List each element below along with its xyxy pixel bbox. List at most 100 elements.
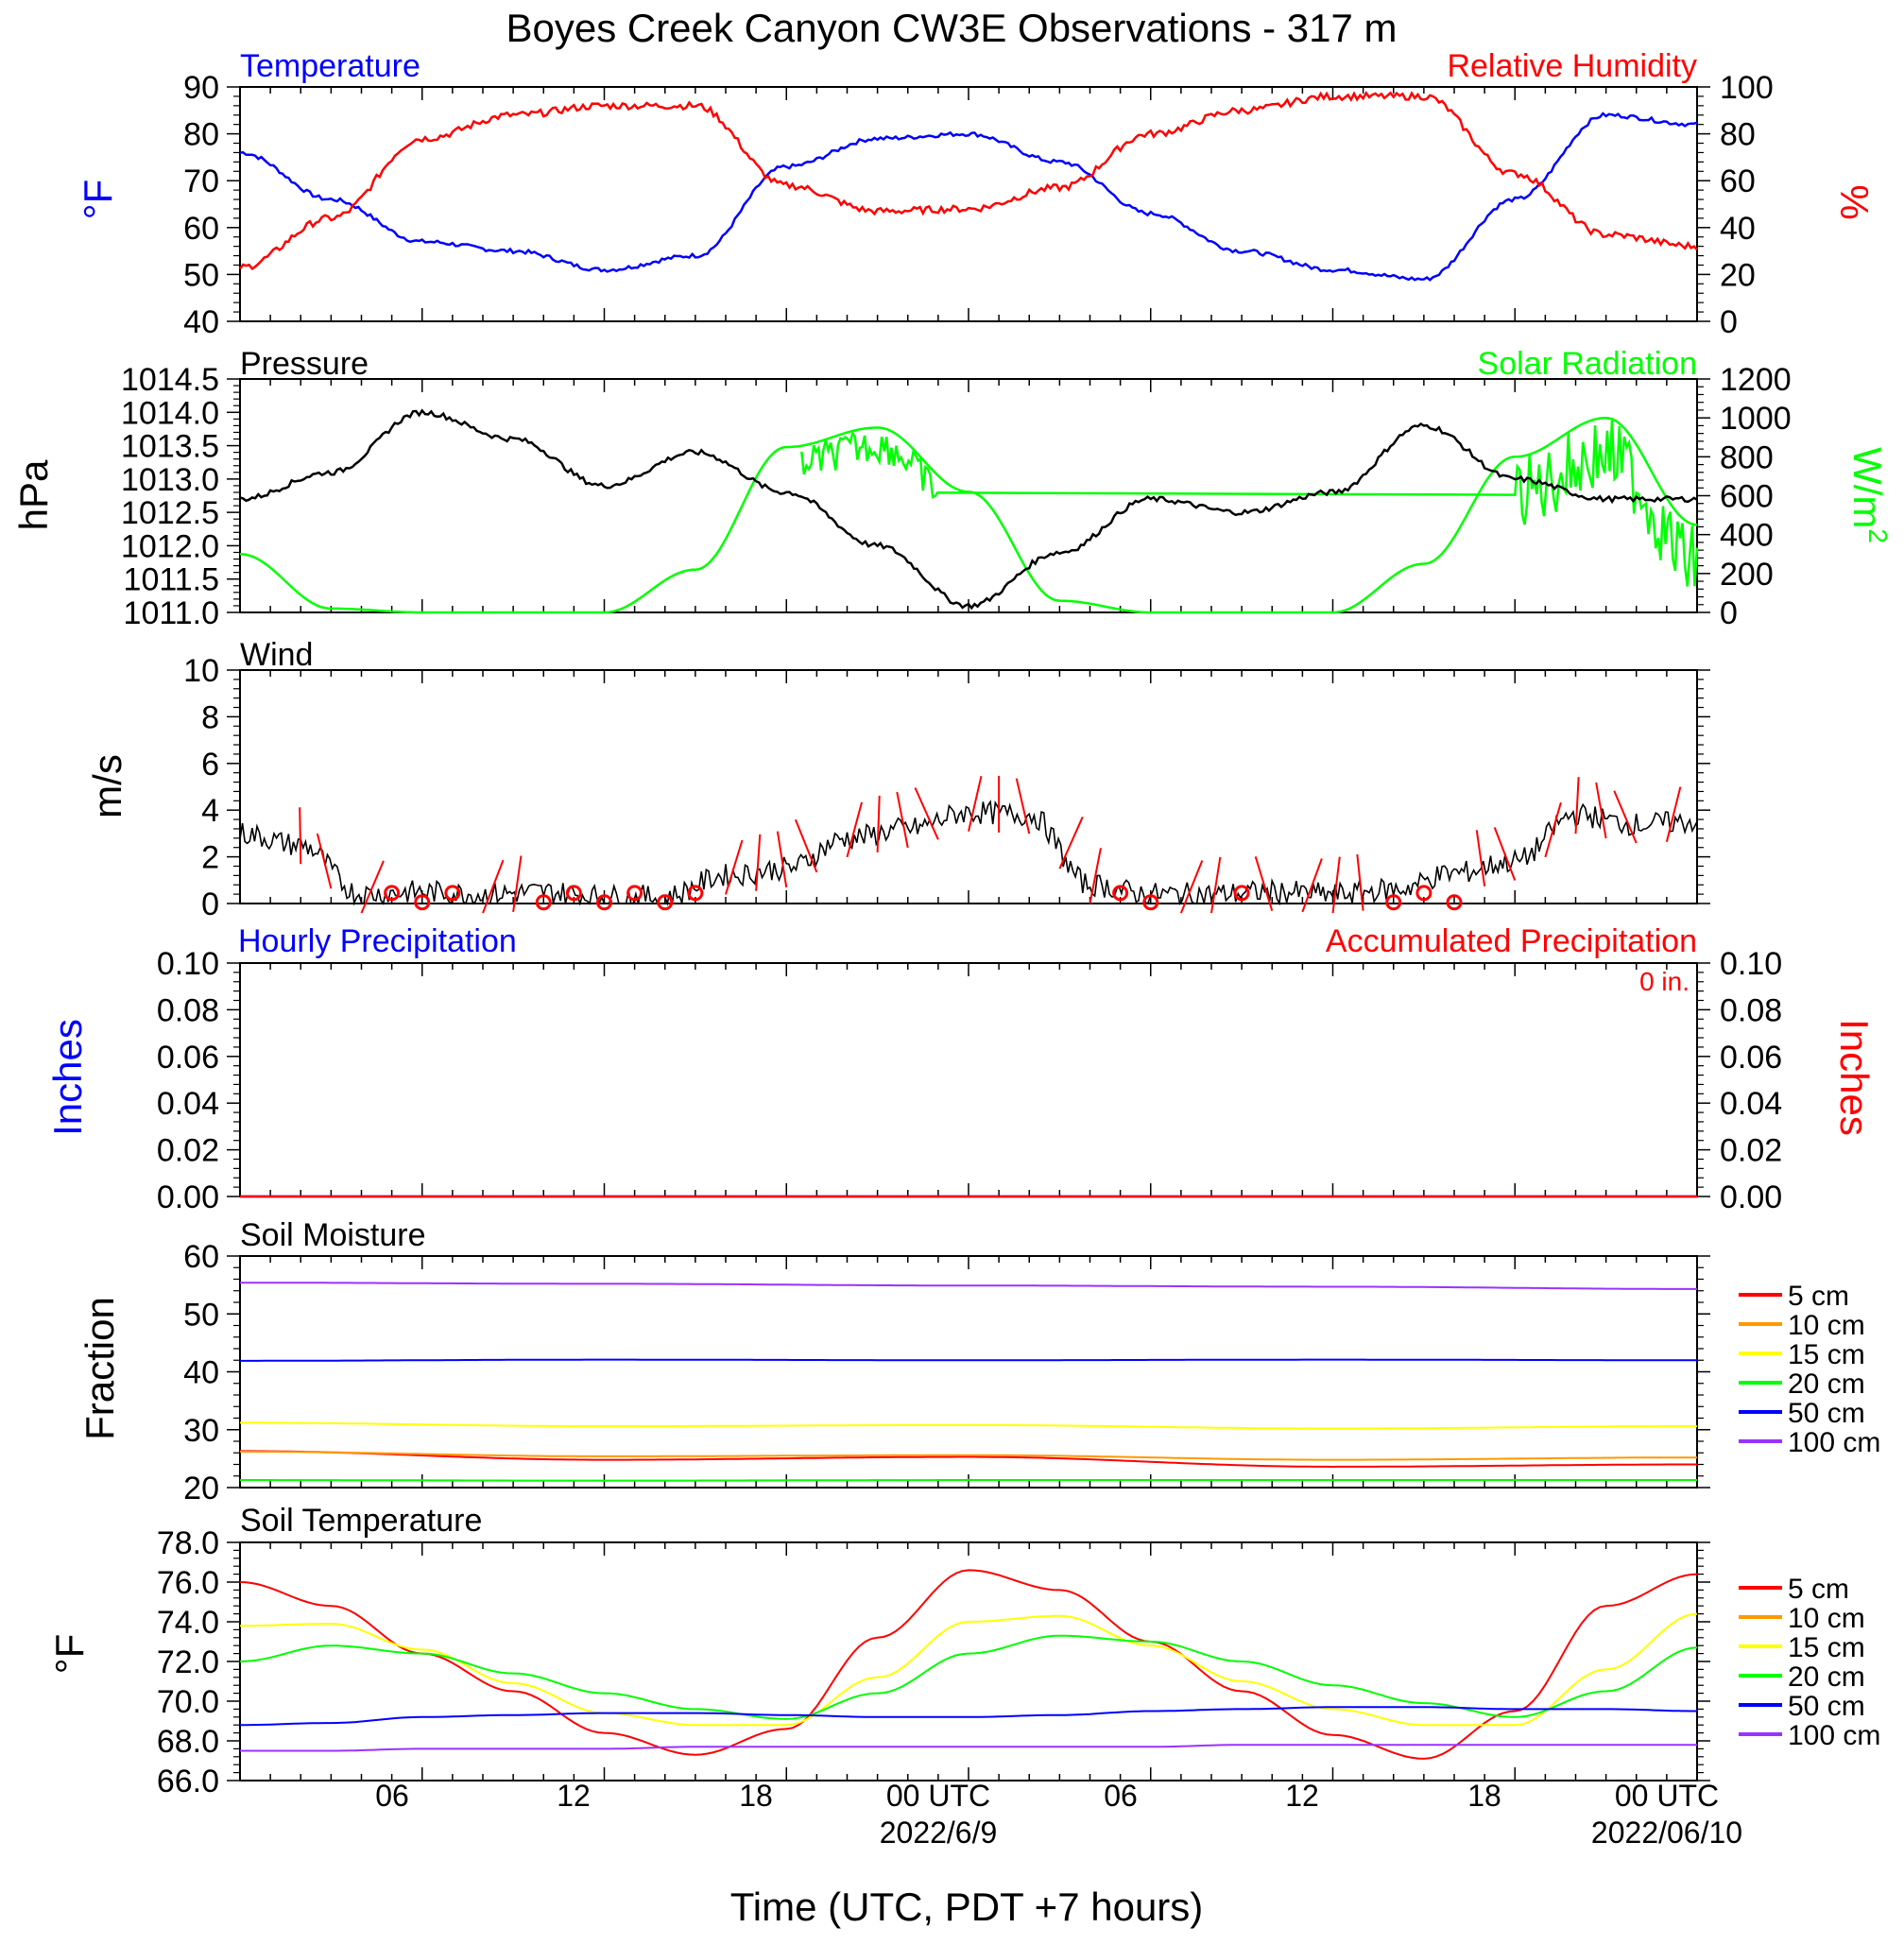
legend-label: 20 cm: [1788, 1661, 1865, 1693]
pressure-label: Pressure: [240, 346, 369, 382]
wind-barb: [1493, 827, 1517, 881]
y-tick-label: 6: [201, 747, 219, 783]
soil-series-line: [240, 1450, 1697, 1469]
y-tick-label: 200: [1720, 557, 1774, 593]
wind-barb: [914, 787, 939, 840]
wind-barb: [512, 855, 523, 913]
y-tick-label: 60: [1720, 164, 1756, 199]
temperature-label: Temperature: [240, 48, 420, 84]
y-tick-label: 68.0: [157, 1724, 219, 1760]
wind-barb: [725, 839, 744, 895]
wind-barb: [1331, 856, 1341, 914]
wind-barb: [1089, 848, 1102, 904]
y-tick-label: 1013.0: [121, 462, 219, 498]
y-tick-label: 40: [1720, 211, 1756, 247]
temperature-axis-unit: °F: [76, 180, 120, 219]
calm-wind-marker: [626, 885, 643, 902]
y-tick-label: 1000: [1720, 401, 1792, 437]
calm-wind-marker: [414, 894, 431, 911]
wind-barb: [1301, 858, 1323, 913]
calm-wind-marker: [1415, 885, 1432, 902]
y-tick-label: 0: [1720, 304, 1738, 340]
y-tick-label: 0.00: [157, 1179, 219, 1215]
wind-barb: [1595, 782, 1607, 839]
wind-barb: [1254, 855, 1274, 911]
x-tick-label: 12: [1285, 1779, 1319, 1813]
legend-label: 10 cm: [1788, 1603, 1865, 1634]
x-tick-label: 12: [557, 1779, 591, 1813]
precipitation-panel: Hourly Precipitation Accumulated Precipi…: [45, 923, 1877, 1136]
wind-barb: [776, 831, 788, 888]
y-tick-label: 0.00: [1720, 1179, 1782, 1215]
legend-label: 100 cm: [1788, 1427, 1880, 1458]
y-tick-label: 0.08: [157, 992, 219, 1028]
x-tick-label: 06: [375, 1779, 409, 1813]
legend-label: 5 cm: [1788, 1281, 1849, 1312]
x-tick-label: 18: [739, 1779, 773, 1813]
chart-marks: 4050607080900204060801001011.01011.51012…: [121, 70, 1880, 1799]
legend-label: 15 cm: [1788, 1632, 1865, 1663]
legend-label: 5 cm: [1788, 1574, 1849, 1605]
figure-title: Boyes Creek Canyon CW3E Observations - 3…: [506, 6, 1397, 50]
y-tick-label: 1014.5: [121, 362, 219, 398]
y-tick-label: 60: [183, 1239, 219, 1275]
soil-series-line: [240, 1421, 1697, 1430]
y-tick-label: 0.06: [157, 1040, 219, 1076]
y-tick-label: 0.04: [157, 1086, 219, 1122]
calm-wind-marker: [1446, 894, 1463, 911]
soil-moisture-panel: Soil Moisture Fraction: [77, 1217, 426, 1440]
y-tick-label: 8: [201, 699, 219, 735]
panel-frame: 0 2 4 6 8 10: [183, 653, 1710, 922]
y-tick-label: 0.02: [157, 1133, 219, 1169]
x-tick-label: 18: [1467, 1779, 1501, 1813]
legend-label: 20 cm: [1788, 1368, 1865, 1400]
soil-series-line: [239, 1569, 1698, 1760]
y-tick-label: 80: [1720, 117, 1756, 153]
calm-wind-marker: [535, 894, 552, 911]
soil-series-line: [240, 1479, 1697, 1482]
wind-barb: [1179, 860, 1204, 914]
wind-speed-line: [239, 800, 1698, 906]
calm-wind-marker: [1233, 885, 1250, 902]
y-tick-label: 1011.5: [124, 562, 219, 598]
y-tick-label: 1012.0: [121, 528, 219, 564]
soil-series-line: [240, 1744, 1697, 1752]
calm-wind-marker: [1112, 885, 1129, 902]
y-tick-label: 90: [183, 70, 219, 106]
wind-barb: [794, 818, 818, 873]
calm-wind-marker: [687, 885, 704, 902]
hourly-precip-label: Hourly Precipitation: [238, 923, 517, 959]
y-tick-label: 0.08: [1720, 992, 1782, 1028]
y-tick-label: 74.0: [157, 1605, 219, 1641]
y-tick-label: 1200: [1720, 362, 1792, 398]
humidity-label: Relative Humidity: [1447, 48, 1697, 84]
soil-series-line: [240, 1612, 1698, 1727]
humidity-axis-unit: %: [1832, 184, 1877, 219]
y-tick-label: 20: [183, 1471, 219, 1506]
y-tick-label: 20: [1720, 257, 1756, 293]
plot-frame: [239, 1255, 1698, 1489]
wind-barb: [1613, 790, 1638, 844]
x-axis: 06 12 18 00 UTC 06 12 18 00 UTC 2022/6/9…: [375, 1779, 1742, 1929]
y-tick-label: 50: [183, 1297, 219, 1333]
legend-label: 50 cm: [1788, 1398, 1865, 1429]
y-tick-label: 1012.5: [121, 495, 219, 531]
wind-barb: [316, 833, 333, 889]
wind-barb: [1665, 786, 1682, 843]
soil-temperature-label: Soil Temperature: [240, 1503, 482, 1539]
calm-wind-marker: [384, 885, 401, 902]
wind-barb: [896, 791, 909, 849]
humidity-line: [238, 91, 1698, 270]
solar-axis-unit-exponent: 2: [1863, 528, 1893, 543]
y-tick-label: 78.0: [157, 1525, 219, 1561]
soil-series-line: [240, 1451, 1697, 1461]
wind-barb: [1356, 853, 1364, 911]
hourly-precip-axis-unit: Inches: [45, 1019, 90, 1136]
solar-label: Solar Radiation: [1478, 346, 1697, 382]
y-tick-label: 10: [183, 653, 219, 689]
wind-barb: [1058, 816, 1084, 869]
y-tick-label: 40: [183, 1355, 219, 1391]
pressure-solar-panel: Pressure Solar Radiation hPa W/m2: [11, 346, 1893, 543]
pressure-axis-unit: hPa: [11, 459, 56, 530]
